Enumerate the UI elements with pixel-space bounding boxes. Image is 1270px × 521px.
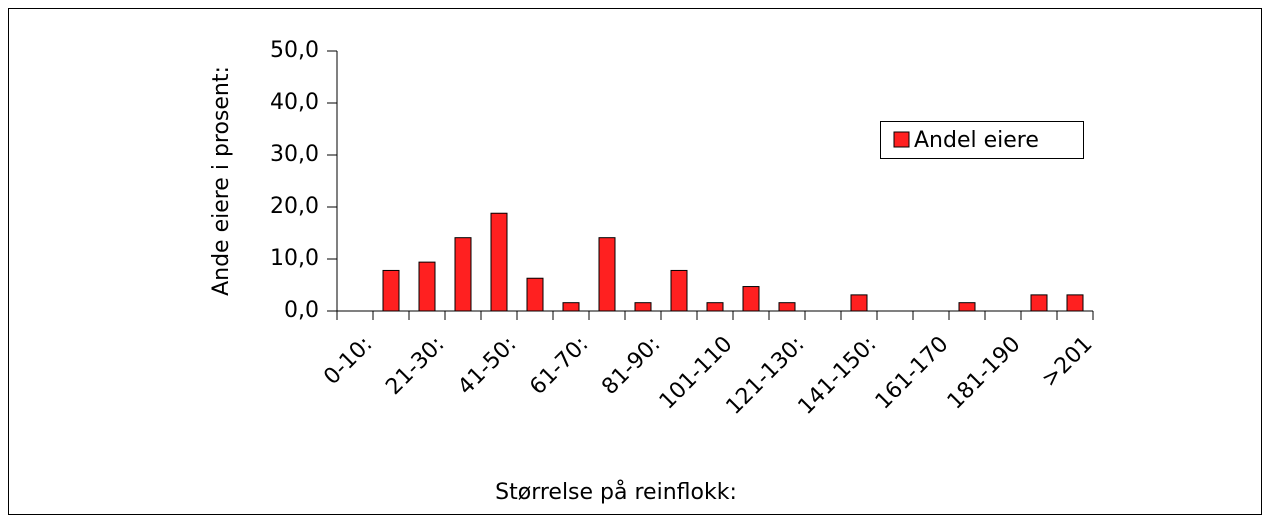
y-tick-label: 30,0 — [270, 142, 319, 167]
y-axis-title: Ande eiere i prosent: — [209, 66, 234, 296]
y-tick-label: 10,0 — [270, 246, 319, 271]
bar — [670, 269, 688, 312]
bar — [778, 302, 796, 312]
bar — [1066, 294, 1084, 312]
y-tick-label: 50,0 — [270, 38, 319, 63]
y-tick-label: 20,0 — [270, 194, 319, 219]
bar — [418, 261, 436, 312]
bar — [850, 294, 868, 312]
bar — [490, 212, 508, 312]
legend-box — [880, 121, 1084, 159]
bar — [958, 302, 976, 312]
bar — [562, 302, 580, 312]
bar — [526, 277, 544, 312]
bar — [382, 269, 400, 312]
legend-swatch — [893, 131, 910, 148]
x-axis-title: Størrelse på reinflokk: — [495, 479, 737, 505]
bar — [598, 237, 616, 312]
bar — [742, 286, 760, 312]
y-tick-label: 40,0 — [270, 90, 319, 115]
bar — [454, 237, 472, 312]
y-tick-label: 0,0 — [284, 298, 319, 323]
bar — [706, 302, 724, 312]
bar — [634, 302, 652, 312]
legend-label: Andel eiere — [914, 128, 1039, 153]
chart-frame — [8, 8, 1262, 515]
bar — [1030, 294, 1048, 312]
